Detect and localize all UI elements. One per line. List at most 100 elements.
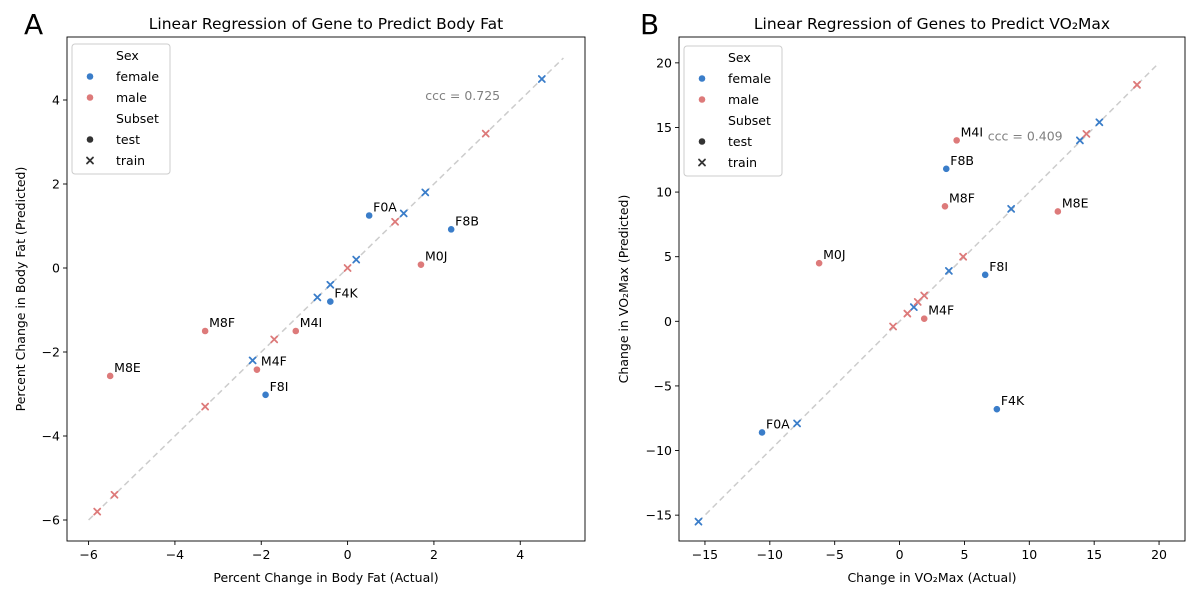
data-point-train-male bbox=[1133, 80, 1141, 89]
y-tick-label: −2 bbox=[42, 345, 60, 360]
legend-marker-test bbox=[698, 137, 706, 146]
point-label: M0J bbox=[425, 249, 447, 264]
legend-title-sex: Sex bbox=[728, 50, 751, 65]
legend: Sex female male Subset test train bbox=[71, 43, 171, 175]
data-point-train-female bbox=[399, 209, 408, 218]
legend-marker-female bbox=[698, 74, 706, 83]
point-label: M4F bbox=[261, 354, 287, 369]
x-tick-label: −4 bbox=[166, 547, 184, 562]
data-point-test-male bbox=[952, 136, 961, 145]
data-point-train-male bbox=[920, 291, 929, 300]
x-tick-label: −10 bbox=[757, 547, 783, 562]
point-label: M4I bbox=[961, 124, 983, 139]
x-tick-label: 5 bbox=[960, 547, 968, 562]
point-label: F4K bbox=[1001, 393, 1025, 408]
y-tick-label: 4 bbox=[52, 93, 60, 108]
y-axis-label: Change in VO₂Max (Predicted) bbox=[616, 195, 631, 384]
legend-marker-train bbox=[86, 156, 94, 165]
y-tick-label: −5 bbox=[654, 378, 672, 393]
legend-box bbox=[683, 45, 783, 177]
y-tick-label: −4 bbox=[42, 429, 60, 444]
data-point-train-female bbox=[248, 356, 257, 365]
data-point-train-female bbox=[1007, 204, 1016, 213]
y-tick-label: 0 bbox=[52, 261, 60, 276]
x-tick-label: −6 bbox=[79, 547, 97, 562]
data-point-train-male bbox=[889, 322, 897, 331]
data-point-train-female bbox=[944, 267, 953, 275]
x-tick-label: 0 bbox=[344, 547, 352, 562]
x-tick-label: 20 bbox=[1151, 547, 1167, 562]
data-point-train-female bbox=[909, 303, 918, 311]
y-tick-label: −15 bbox=[646, 508, 672, 523]
point-label: M4F bbox=[928, 303, 954, 318]
y-tick-label: 0 bbox=[664, 314, 672, 329]
data-point-test-female bbox=[942, 164, 951, 173]
data-point-train-male bbox=[903, 309, 912, 318]
point-label: M8F bbox=[209, 315, 235, 330]
point-label: F0A bbox=[766, 416, 790, 431]
x-tick-label: 10 bbox=[1021, 547, 1037, 562]
panel-letter: B bbox=[640, 8, 659, 41]
ccc-annotation: ccc = 0.409 bbox=[988, 128, 1063, 143]
data-point-train-male bbox=[481, 129, 490, 138]
y-tick-label: −6 bbox=[42, 513, 60, 528]
data-point-train-male bbox=[93, 507, 102, 516]
chart-title: Linear Regression of Gene to Predict Bod… bbox=[149, 15, 503, 33]
data-point-train-male bbox=[343, 264, 352, 272]
legend-item-test: test bbox=[728, 134, 752, 149]
point-label: M8E bbox=[114, 360, 141, 375]
point-label: F8B bbox=[950, 153, 974, 168]
panel-letter: A bbox=[24, 8, 43, 41]
point-label: M0J bbox=[823, 247, 845, 262]
data-point-test-male bbox=[291, 327, 300, 335]
data-point-train-male bbox=[391, 217, 399, 226]
x-tick-label: 4 bbox=[516, 547, 524, 562]
data-point-test-female bbox=[758, 428, 766, 437]
point-label: F4K bbox=[334, 286, 358, 301]
x-tick-label: 15 bbox=[1086, 547, 1102, 562]
legend-marker-test bbox=[86, 135, 94, 144]
data-point-train-male bbox=[110, 490, 119, 499]
data-point-test-male bbox=[920, 314, 929, 323]
x-tick-label: −2 bbox=[252, 547, 270, 562]
x-tick-label: 2 bbox=[430, 547, 438, 562]
data-point-train-female bbox=[1076, 136, 1084, 145]
legend-item-female: female bbox=[728, 71, 771, 86]
data-point-train-female bbox=[1095, 118, 1104, 127]
data-point-train-female bbox=[537, 75, 546, 83]
y-tick-label: 2 bbox=[52, 177, 60, 192]
point-label: F8I bbox=[270, 379, 289, 394]
data-point-test-female bbox=[365, 211, 374, 220]
data-point-test-male bbox=[201, 327, 210, 335]
data-point-train-male bbox=[913, 298, 922, 306]
panel-b: B Linear Regression of Genes to Predict V… bbox=[616, 8, 1186, 585]
point-label: M8F bbox=[949, 190, 975, 205]
data-point-train-female bbox=[313, 293, 322, 302]
data-point-test-male bbox=[1053, 207, 1062, 216]
y-tick-label: 5 bbox=[664, 249, 672, 264]
y-tick-label: 15 bbox=[656, 120, 672, 135]
legend-marker-male bbox=[698, 95, 706, 104]
y-tick-label: 10 bbox=[656, 185, 672, 200]
point-label: M4I bbox=[300, 315, 322, 330]
y-tick-label: 20 bbox=[656, 55, 672, 70]
data-point-train-male bbox=[270, 335, 279, 344]
chart-title: Linear Regression of Genes to Predict VO… bbox=[754, 15, 1110, 33]
legend-marker-female bbox=[86, 72, 94, 81]
point-label: M8E bbox=[1062, 195, 1089, 210]
legend-title-subset: Subset bbox=[728, 113, 771, 128]
data-point-train-male bbox=[959, 252, 968, 261]
legend-item-male: male bbox=[116, 90, 147, 105]
data-point-test-female bbox=[992, 405, 1001, 414]
data-point-test-female bbox=[261, 390, 270, 399]
legend-item-train: train bbox=[116, 153, 145, 168]
identity-line bbox=[697, 62, 1160, 523]
point-label: F8B bbox=[455, 213, 479, 228]
data-point-train-female bbox=[421, 188, 430, 197]
point-label: F8I bbox=[989, 259, 1008, 274]
data-point-train-female bbox=[793, 419, 801, 428]
y-tick-label: −10 bbox=[646, 443, 672, 458]
x-axis-label: Change in VO₂Max (Actual) bbox=[847, 570, 1016, 585]
x-tick-label: 0 bbox=[896, 547, 904, 562]
